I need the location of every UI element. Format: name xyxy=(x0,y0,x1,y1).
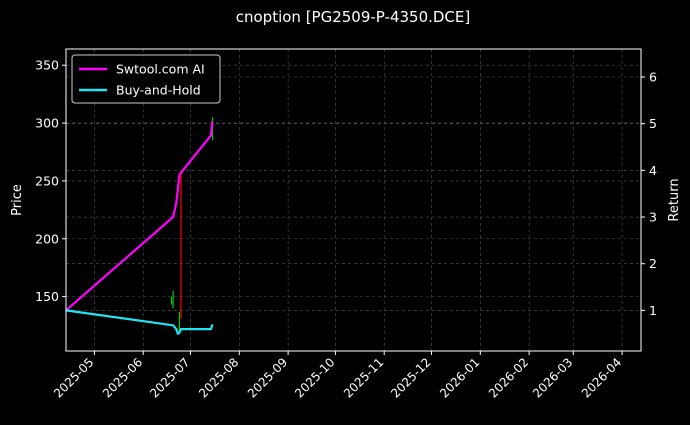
series-line xyxy=(65,121,214,312)
y-left-tick-label: 150 xyxy=(35,289,59,304)
legend-label: Buy-and-Hold xyxy=(116,83,201,98)
y-axis-label-left: Price xyxy=(10,184,25,216)
x-tick-label: 2025-09 xyxy=(245,355,290,400)
x-tick-label: 2025-12 xyxy=(388,355,433,400)
x-tick-label: 2025-06 xyxy=(100,355,145,400)
candles xyxy=(170,117,214,334)
x-tick-label: 2025-08 xyxy=(196,355,241,400)
x-tick-label: 2026-03 xyxy=(530,355,575,400)
x-tick-label: 2026-01 xyxy=(437,355,482,400)
series-lines xyxy=(65,121,214,335)
x-axis-ticks: 2025-05 2025-06 2025-07 2025-08 2025-09 2025-… xyxy=(51,351,624,401)
y-axis-label-right: Return xyxy=(667,178,682,221)
legend-label: Swtool.com AI xyxy=(116,62,205,77)
chart-title: cnoption [PG2509-P-4350.DCE] xyxy=(236,8,471,26)
y-right-tick-label: 4 xyxy=(649,163,657,178)
x-tick-label: 2026-02 xyxy=(486,355,531,400)
y-right-tick-label: 2 xyxy=(649,256,657,271)
x-tick-label: 2025-05 xyxy=(51,355,96,400)
series-line xyxy=(65,309,214,335)
x-tick-label: 2026-04 xyxy=(579,355,624,400)
y-left-tick-label: 200 xyxy=(35,231,59,246)
y-left-axis-ticks: 150 200 250 300 350 xyxy=(35,58,66,304)
y-right-tick-label: 5 xyxy=(649,116,657,131)
y-left-tick-label: 250 xyxy=(35,173,59,188)
y-right-tick-label: 3 xyxy=(649,210,657,225)
x-tick-label: 2025-10 xyxy=(292,355,337,400)
x-tick-label: 2025-11 xyxy=(341,355,386,400)
y-right-axis-ticks: 1 2 3 4 5 6 xyxy=(641,70,657,318)
y-left-tick-label: 350 xyxy=(35,58,59,73)
legend-box xyxy=(71,54,221,104)
plot-frame xyxy=(65,48,642,352)
x-tick-label: 2025-07 xyxy=(147,355,192,400)
y-right-tick-label: 1 xyxy=(649,303,657,318)
legend: Swtool.com AI Buy-and-Hold xyxy=(71,54,221,104)
grid xyxy=(66,49,641,351)
y-left-tick-label: 300 xyxy=(35,116,59,131)
y-right-tick-label: 6 xyxy=(649,70,657,85)
